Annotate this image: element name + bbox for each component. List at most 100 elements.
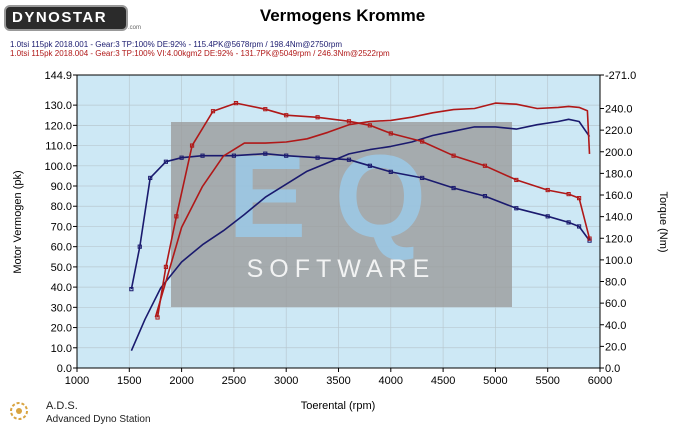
ads-title: A.D.S. xyxy=(46,400,78,412)
y-tick-label: 10.0 xyxy=(51,343,72,355)
data-point-marker xyxy=(482,163,488,168)
y-tick-label: 90.0 xyxy=(51,181,72,193)
data-point-marker xyxy=(129,287,134,292)
chart-axes: 1000 1500 2000 2500 3000 3500 4000 4500 5000 5500… xyxy=(44,70,636,387)
y-tick-label: 70.0 xyxy=(51,221,72,233)
y-tick-label: 30.0 xyxy=(51,302,72,314)
y2-tick-label: 220.0 xyxy=(605,125,633,137)
data-point-marker xyxy=(587,236,592,241)
data-point-marker xyxy=(346,157,352,162)
data-point-marker xyxy=(210,109,216,114)
data-point-marker xyxy=(231,153,237,158)
dynostar-logo: DYNOSTAR xyxy=(4,5,128,31)
y-tick-label: 60.0 xyxy=(51,242,72,254)
y2-tick-label: 120.0 xyxy=(605,233,633,245)
data-point-marker xyxy=(284,113,289,118)
data-point-marker xyxy=(576,224,582,229)
y2-tick-label: 60.0 xyxy=(605,298,626,310)
data-point-marker xyxy=(566,220,571,225)
chart-title: Vermogens Kromme xyxy=(259,6,426,25)
x-tick-label: 4500 xyxy=(431,375,455,387)
y-axis-label: Motor Vermogen (pk) xyxy=(12,170,24,273)
x-tick-label: 2000 xyxy=(169,375,193,387)
data-point-marker xyxy=(174,214,179,219)
data-point-marker xyxy=(263,107,268,112)
data-point-marker xyxy=(545,187,550,193)
y2-tick-label: 0.0 xyxy=(605,363,620,375)
y-tick-label: 40.0 xyxy=(51,282,72,294)
y2-tick-label: 180.0 xyxy=(605,168,633,180)
ads-logo-icon xyxy=(10,402,28,420)
y2-tick-label: 40.0 xyxy=(605,320,626,332)
data-point-marker xyxy=(482,194,488,199)
series-line-torque xyxy=(130,118,591,352)
y-tick-label: 120.0 xyxy=(44,120,72,132)
run-info-line-2: 1.0tsi 115pk 2018.004 - Gear:3 TP:100% V… xyxy=(10,49,390,58)
data-point-marker xyxy=(315,115,320,120)
x-tick-label: 6000 xyxy=(588,375,612,387)
series-line-torque xyxy=(154,102,591,318)
y2-tick-label: 100.0 xyxy=(605,255,633,267)
data-point-marker xyxy=(451,185,456,191)
y-tick-label: 20.0 xyxy=(51,323,72,335)
data-point-marker xyxy=(346,119,352,124)
y-tick-label: 130.0 xyxy=(44,100,72,112)
y2-tick-label: 20.0 xyxy=(605,341,626,353)
dynostar-logo-suffix: .com xyxy=(128,25,142,31)
x-tick-label: 5500 xyxy=(535,375,559,387)
y2-tick-label: -271.0 xyxy=(605,70,636,82)
x-tick-label: 3000 xyxy=(274,375,298,387)
watermark-software-text: SOFTWARE xyxy=(247,255,436,283)
data-point-marker xyxy=(514,206,519,211)
y-tick-label: 80.0 xyxy=(51,201,72,213)
y-tick-label: 50.0 xyxy=(51,262,72,274)
data-point-marker xyxy=(233,101,239,106)
y2-tick-label: 140.0 xyxy=(605,212,633,224)
y2-tick-label: 200.0 xyxy=(605,147,633,159)
x-tick-label: 4000 xyxy=(379,375,403,387)
y2-tick-label: 160.0 xyxy=(605,190,633,202)
data-point-marker xyxy=(148,175,153,181)
watermark-eq-letters: EQ xyxy=(228,131,455,263)
x-tick-label: 2500 xyxy=(222,375,246,387)
data-point-marker xyxy=(137,244,142,249)
data-point-marker xyxy=(420,139,425,144)
data-point-marker xyxy=(367,123,372,128)
data-point-marker xyxy=(367,163,372,168)
y2-tick-label: 240.0 xyxy=(605,104,633,116)
y-tick-label: 0.0 xyxy=(57,363,72,375)
data-point-marker xyxy=(566,192,571,197)
x-axis-label: Toerental (rpm) xyxy=(301,400,376,412)
data-point-marker xyxy=(388,131,393,136)
data-point-marker xyxy=(315,155,320,160)
x-tick-label: 1000 xyxy=(65,375,89,387)
data-point-marker xyxy=(163,264,169,269)
data-point-marker xyxy=(200,153,205,158)
chart-series xyxy=(129,101,592,352)
x-tick-label: 3500 xyxy=(326,375,350,387)
data-point-marker xyxy=(388,169,393,174)
data-point-marker xyxy=(179,155,184,160)
y-tick-label: 144.9 xyxy=(44,70,72,82)
data-point-marker xyxy=(163,159,169,164)
data-point-marker xyxy=(189,143,195,148)
data-point-marker xyxy=(155,315,160,320)
eq-software-watermark: EQ SOFTWARE xyxy=(171,122,512,307)
data-point-marker xyxy=(263,151,268,156)
y-tick-label: 100.0 xyxy=(44,161,72,173)
data-point-marker xyxy=(451,153,456,158)
data-point-marker xyxy=(514,177,519,183)
y-tick-label: 110.0 xyxy=(45,141,72,153)
series-line-power xyxy=(130,152,591,290)
data-point-marker xyxy=(420,175,425,181)
x-tick-label: 1500 xyxy=(117,375,141,387)
run-info-line-1: 1.0tsi 115pk 2018.001 - Gear:3 TP:100% D… xyxy=(10,40,342,49)
series-line-power xyxy=(156,102,591,318)
y2-axis-label: Torque (Nm) xyxy=(657,191,669,252)
x-tick-label: 5000 xyxy=(483,375,507,387)
ads-subtitle: Advanced Dyno Station xyxy=(46,414,151,425)
y2-tick-label: 80.0 xyxy=(605,277,626,289)
data-point-marker xyxy=(576,196,582,201)
data-point-marker xyxy=(284,153,289,158)
